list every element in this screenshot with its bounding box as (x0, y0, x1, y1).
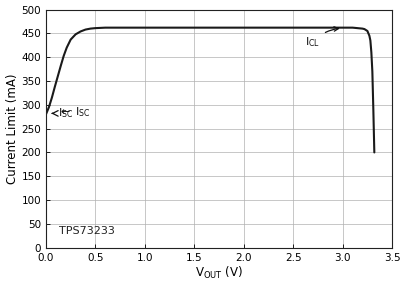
X-axis label: $\mathrm{V_{OUT}}$ (V): $\mathrm{V_{OUT}}$ (V) (195, 265, 242, 282)
Text: TPS73233: TPS73233 (59, 226, 114, 236)
Text: I$_{\mathregular{CL}}$: I$_{\mathregular{CL}}$ (304, 27, 338, 49)
Text: I$_{\mathregular{SC}}$: I$_{\mathregular{SC}}$ (58, 106, 73, 120)
Y-axis label: Current Limit (mA): Current Limit (mA) (6, 73, 19, 184)
Text: $\leftarrow$ I$_{\mathrm{SC}}$: $\leftarrow$ I$_{\mathrm{SC}}$ (58, 105, 90, 119)
